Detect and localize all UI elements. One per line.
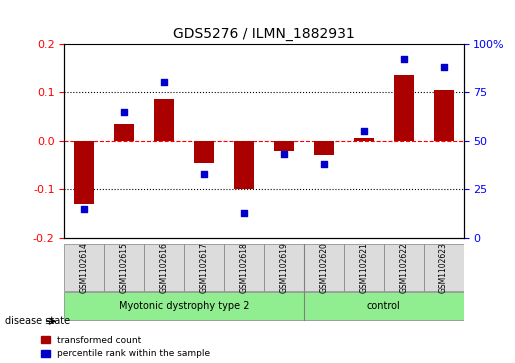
Title: GDS5276 / ILMN_1882931: GDS5276 / ILMN_1882931 <box>173 27 355 41</box>
FancyBboxPatch shape <box>384 244 423 291</box>
Bar <box>154 99 174 141</box>
Text: GSM1102621: GSM1102621 <box>359 242 368 293</box>
Text: GSM1102616: GSM1102616 <box>160 242 168 293</box>
Bar <box>234 141 254 189</box>
Legend: transformed count, percentile rank within the sample: transformed count, percentile rank withi… <box>41 336 210 359</box>
Bar <box>393 75 414 141</box>
Text: GSM1102615: GSM1102615 <box>120 242 129 293</box>
Bar <box>354 138 374 141</box>
Point <box>240 210 248 216</box>
Point <box>80 206 89 212</box>
Bar <box>114 124 134 141</box>
FancyBboxPatch shape <box>104 244 144 291</box>
Text: GSM1102619: GSM1102619 <box>280 242 288 293</box>
Point <box>359 128 368 134</box>
FancyBboxPatch shape <box>184 244 224 291</box>
Point <box>320 161 328 167</box>
Bar <box>314 141 334 155</box>
Text: GSM1102623: GSM1102623 <box>439 242 448 293</box>
FancyBboxPatch shape <box>304 293 464 320</box>
Bar <box>194 141 214 163</box>
FancyBboxPatch shape <box>423 244 464 291</box>
Bar <box>74 141 94 204</box>
Point <box>200 171 208 177</box>
Point <box>120 109 128 114</box>
Point <box>400 56 408 62</box>
Text: GSM1102620: GSM1102620 <box>319 242 328 293</box>
Point <box>160 79 168 85</box>
Text: disease state: disease state <box>5 316 70 326</box>
Bar <box>274 141 294 151</box>
FancyBboxPatch shape <box>344 244 384 291</box>
Text: GSM1102618: GSM1102618 <box>239 242 248 293</box>
FancyBboxPatch shape <box>64 293 304 320</box>
Text: control: control <box>367 301 401 311</box>
Point <box>439 64 448 70</box>
Text: Myotonic dystrophy type 2: Myotonic dystrophy type 2 <box>119 301 249 311</box>
FancyBboxPatch shape <box>144 244 184 291</box>
Text: GSM1102617: GSM1102617 <box>200 242 209 293</box>
FancyBboxPatch shape <box>304 244 344 291</box>
Point <box>280 151 288 157</box>
FancyBboxPatch shape <box>224 244 264 291</box>
FancyBboxPatch shape <box>264 244 304 291</box>
Text: GSM1102614: GSM1102614 <box>80 242 89 293</box>
FancyBboxPatch shape <box>64 244 104 291</box>
Text: GSM1102622: GSM1102622 <box>399 242 408 293</box>
Bar <box>434 90 454 141</box>
